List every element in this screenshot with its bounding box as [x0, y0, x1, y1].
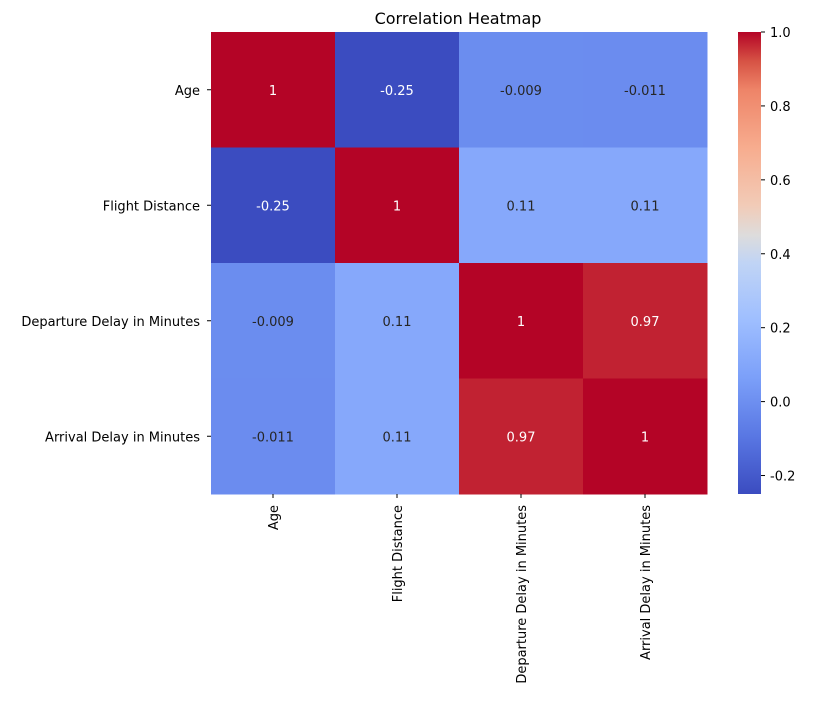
cell-value-label: 1: [641, 430, 649, 445]
x-tick-label: Arrival Delay in Minutes: [639, 505, 654, 660]
x-axis-tick-labels: Age Flight Distance Departure Delay in Min…: [267, 494, 654, 684]
cell-value-label: 0.11: [383, 315, 412, 330]
cell-value-label: 0.11: [507, 199, 536, 214]
colorbar-tick-label: 0.4: [770, 248, 791, 263]
y-tick-label: Flight Distance: [103, 199, 200, 214]
y-axis-tick-labels: Age Flight Distance Departure Delay in Min…: [21, 84, 211, 445]
colorbar-ticks: -0.2 0.0 0.2 0.4 0.6 0.8 1.0: [761, 26, 795, 485]
y-tick-label: Departure Delay in Minutes: [21, 315, 200, 330]
cell-value-label: -0.011: [252, 430, 294, 445]
colorbar-tick-label: 0.8: [770, 100, 791, 115]
heatmap-cell: [583, 147, 708, 264]
heatmap-cell-labels: 1 -0.25 -0.009 -0.011 -0.25 1 0.11 0.11 -0.009 0.…: [252, 84, 666, 446]
cell-value-label: -0.011: [624, 84, 666, 99]
heatmap-cell: [459, 147, 584, 264]
chart-title: Correlation Heatmap: [375, 9, 542, 28]
heatmap-cell: [583, 378, 708, 495]
y-tick-label: Arrival Delay in Minutes: [45, 430, 200, 445]
heatmap-cell: [583, 32, 708, 148]
heatmap-cell: [459, 32, 584, 148]
heatmap-cell: [335, 378, 460, 495]
colorbar-tick-label: 1.0: [770, 26, 791, 41]
x-tick-label: Flight Distance: [391, 505, 406, 602]
heatmap-cell: [211, 32, 336, 148]
x-tick-label: Age: [267, 505, 282, 530]
cell-value-label: 1: [517, 315, 525, 330]
cell-value-label: -0.25: [380, 84, 414, 99]
cell-value-label: 1: [269, 84, 277, 99]
cell-value-label: -0.009: [500, 84, 542, 99]
cell-value-label: 1: [393, 199, 401, 214]
colorbar-tick-label: 0.0: [770, 396, 791, 411]
heatmap-cell: [335, 263, 460, 379]
cell-value-label: 0.97: [507, 430, 536, 445]
x-tick-label: Departure Delay in Minutes: [515, 505, 530, 684]
colorbar: [738, 32, 761, 494]
y-tick-label: Age: [175, 84, 200, 99]
heatmap-cell: [459, 263, 584, 379]
colorbar-tick-label: 0.6: [770, 174, 791, 189]
heatmap-cell: [211, 378, 336, 495]
heatmap-cell: [211, 263, 336, 379]
colorbar-tick-label: 0.2: [770, 322, 791, 337]
cell-value-label: 0.97: [631, 315, 660, 330]
heatmap-cell: [459, 378, 584, 495]
heatmap-cell: [335, 32, 460, 148]
heatmap-cell: [335, 147, 460, 264]
cell-value-label: -0.25: [256, 199, 290, 214]
cell-value-label: -0.009: [252, 315, 294, 330]
heatmap-cell: [583, 263, 708, 379]
cell-value-label: 0.11: [631, 199, 660, 214]
heatmap-cell: [211, 147, 336, 264]
heatmap-cells: [211, 32, 708, 495]
colorbar-tick-label: -0.2: [770, 470, 795, 485]
cell-value-label: 0.11: [383, 430, 412, 445]
